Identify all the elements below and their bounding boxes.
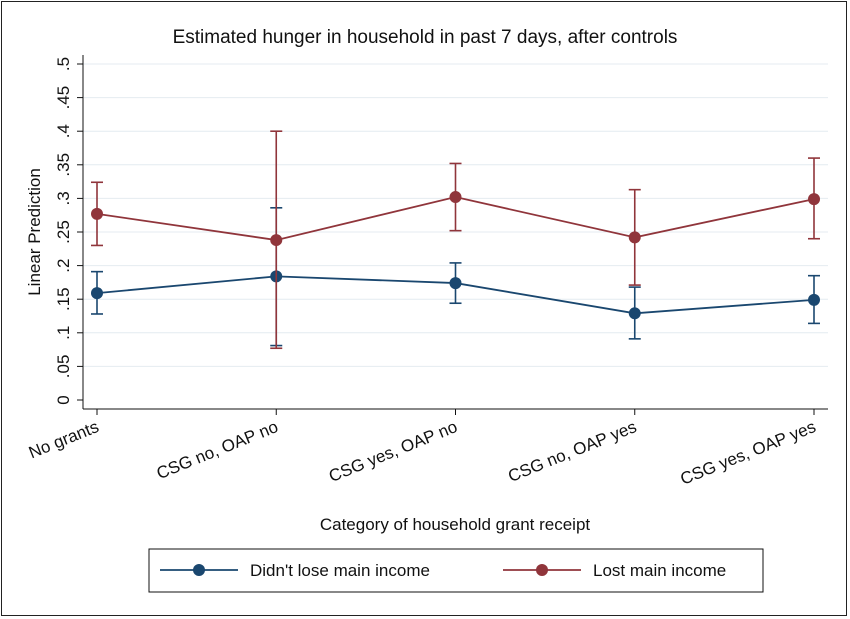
data-point — [270, 234, 283, 247]
y-tick-label: .15 — [54, 287, 73, 311]
x-tick-label: CSG yes, OAP yes — [678, 417, 819, 489]
legend: Didn't lose main income Lost main income — [148, 548, 764, 593]
y-axis-ticks: 0 .05 .1 .15 .2 .25 .3 .35 .4 .45 .5 — [54, 57, 83, 405]
y-tick-label: .4 — [54, 124, 73, 138]
legend-label: Didn't lose main income — [250, 561, 430, 580]
data-point — [449, 191, 462, 204]
x-tick-label: CSG no, OAP yes — [505, 417, 639, 486]
legend-marker — [193, 564, 205, 576]
y-axis-title: Linear Prediction — [25, 168, 44, 296]
data-point — [628, 307, 641, 320]
y-tick-label: .35 — [54, 153, 73, 177]
y-tick-label: .2 — [54, 259, 73, 273]
x-tick-label: No grants — [26, 417, 101, 462]
x-axis-title: Category of household grant receipt — [320, 515, 591, 534]
data-point — [628, 231, 641, 244]
data-point — [91, 287, 103, 300]
chart-title: Estimated hunger in household in past 7 … — [173, 27, 678, 48]
y-tick-label: 0 — [54, 395, 73, 404]
series-2 — [91, 130, 820, 350]
y-tick-label: .45 — [54, 86, 73, 110]
data-point — [808, 293, 820, 306]
y-tick-label: .25 — [54, 220, 73, 244]
y-tick-label: .3 — [54, 191, 73, 205]
legend-marker — [536, 564, 548, 576]
x-tick-label: CSG no, OAP no — [154, 417, 281, 483]
series-group — [91, 130, 820, 350]
y-tick-label: .5 — [54, 57, 73, 71]
data-point — [449, 277, 462, 290]
legend-label: Lost main income — [593, 561, 726, 580]
legend-box — [148, 548, 764, 593]
data-point — [808, 193, 820, 206]
gridlines — [83, 63, 828, 367]
x-tick-label: CSG yes, OAP no — [326, 417, 460, 486]
data-point — [91, 207, 103, 220]
y-tick-label: .1 — [54, 326, 73, 340]
x-axis-ticks: No grants CSG no, OAP no CSG yes, OAP no CS… — [26, 409, 818, 489]
y-tick-label: .05 — [54, 355, 73, 379]
